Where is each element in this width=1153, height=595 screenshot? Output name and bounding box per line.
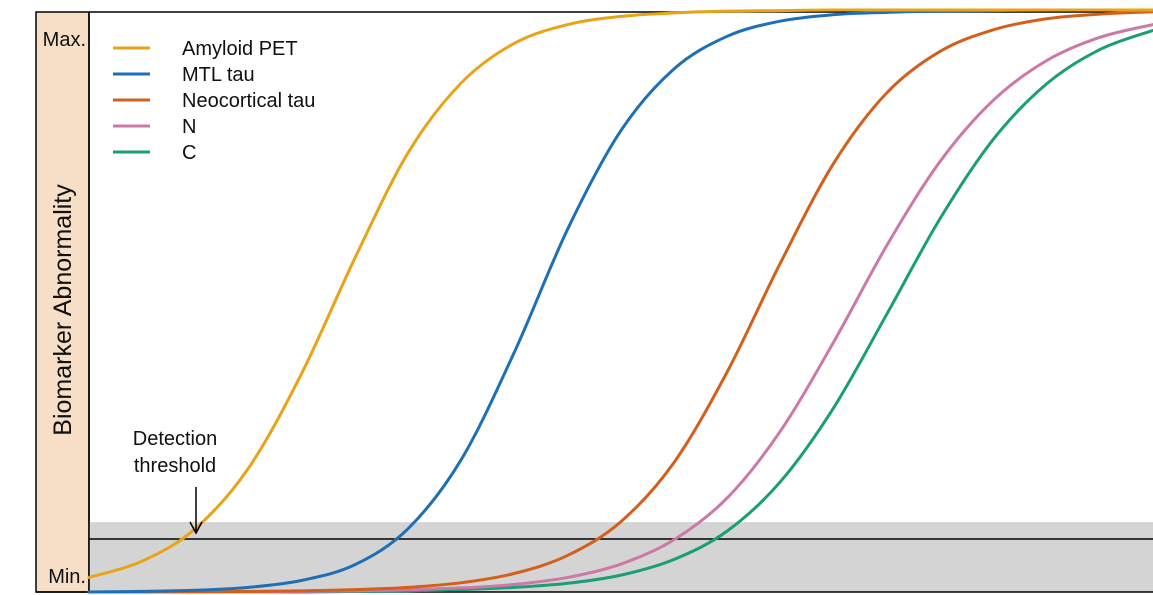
legend-label-amyloid-pet: Amyloid PET — [182, 38, 298, 60]
legend-label-neocortical-tau: Neocortical tau — [182, 90, 315, 112]
legend: Amyloid PET MTL tau Neocortical tau NC — [113, 38, 315, 164]
y-axis-label-band — [35, 11, 90, 593]
series-line-amyloid-pet — [87, 8, 1153, 579]
legend-label-n: N — [182, 116, 196, 138]
series-line-c — [87, 28, 1153, 594]
detection-threshold-annotation-line-1: Detection — [133, 428, 218, 450]
detection-threshold-arrow-head — [189, 521, 203, 535]
series-line-neocortical-tau — [87, 10, 1153, 594]
legend-label-mtl-tau: MTL tau — [182, 64, 255, 86]
series-group — [87, 8, 1153, 594]
y-tick-min: Min. — [48, 566, 86, 588]
detection-threshold-annotation-line-2: threshold — [134, 455, 216, 477]
y-axis-label: Biomarker Abnormality — [49, 184, 77, 436]
legend-label-c: C — [182, 142, 196, 164]
detection-threshold-region — [89, 522, 1153, 592]
y-tick-max: Max. — [43, 29, 86, 51]
